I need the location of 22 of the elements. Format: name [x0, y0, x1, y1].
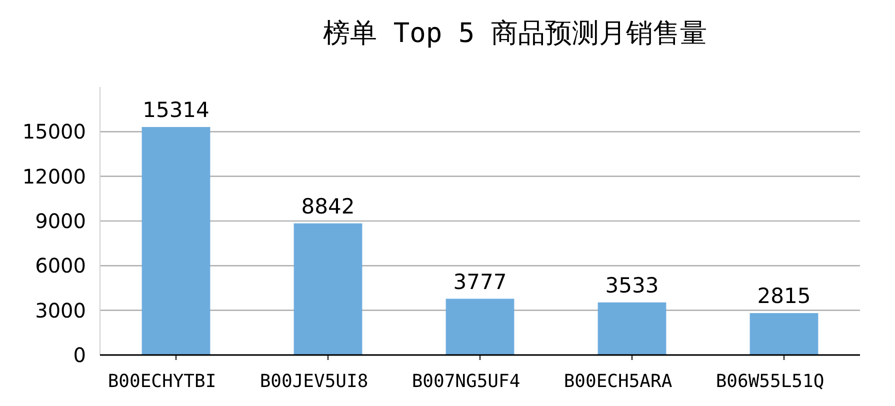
bar [142, 126, 210, 355]
y-tick-label: 12000 [22, 164, 86, 188]
data-label: 15314 [142, 98, 210, 122]
bar [446, 298, 514, 355]
x-tick-label: B00JEV5UI8 [260, 371, 368, 392]
data-label: 3533 [605, 273, 659, 298]
x-tick-label: B00ECHYTBI [108, 371, 216, 392]
y-tick-label: 15000 [22, 120, 86, 144]
y-tick-label: 3000 [35, 298, 86, 322]
x-tick-label: B00ECH5ARA [564, 371, 672, 392]
x-tick-label: B06W55L51Q [716, 371, 824, 392]
data-label: 2815 [757, 284, 811, 308]
x-tick-label: B007NG5UF4 [412, 371, 520, 392]
y-tick-label: 9000 [35, 209, 86, 233]
bar [294, 223, 362, 355]
data-label: 8842 [301, 194, 355, 218]
chart-title: 榜单 Top 5 商品预测月销售量 [323, 18, 707, 49]
bar [598, 302, 666, 355]
y-tick-label: 6000 [35, 254, 86, 278]
data-label: 3777 [453, 270, 507, 294]
y-tick-label: 0 [73, 343, 86, 367]
bar [750, 313, 818, 355]
